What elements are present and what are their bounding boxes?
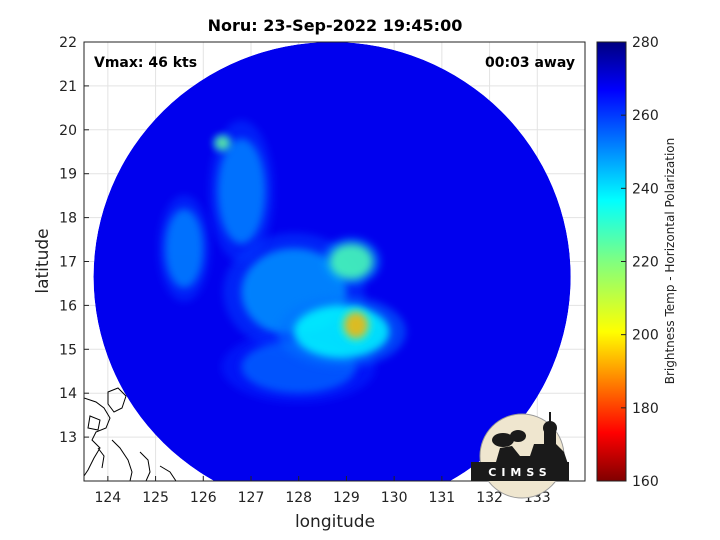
convection-features [158, 120, 407, 403]
colorbar-tick-label: 220 [632, 255, 659, 271]
x-tick-label: 125 [142, 490, 169, 506]
colorbar-tick-label: 260 [632, 108, 659, 124]
y-tick-label: 13 [59, 430, 77, 446]
y-tick-label: 16 [59, 298, 77, 314]
colorbar-ticks: 160 180 200 220 240 260 280 [621, 35, 659, 490]
y-tick-label: 15 [59, 342, 77, 358]
x-tick-label: 132 [476, 490, 503, 506]
y-axis-ticks: 13 14 15 16 17 18 19 20 21 22 [59, 35, 89, 446]
rainband-core [217, 138, 266, 244]
colorbar-tick-label: 240 [632, 181, 659, 197]
y-tick-label: 18 [59, 211, 77, 227]
x-tick-label: 130 [381, 490, 408, 506]
x-tick-label: 128 [285, 490, 312, 506]
y-tick-label: 20 [59, 123, 77, 139]
eyewall-core [344, 311, 368, 339]
x-tick-label: 124 [94, 490, 121, 506]
colorbar-label: Brightness Temp - Horizontal Polarizatio… [663, 138, 677, 385]
x-tick-label: 126 [190, 490, 217, 506]
coastline [84, 387, 177, 481]
y-tick-label: 14 [59, 386, 77, 402]
rainband-core [165, 208, 204, 288]
rainband-core [329, 243, 373, 280]
vmax-annotation: Vmax: 46 kts [94, 55, 197, 71]
y-axis-label: latitude [33, 228, 53, 293]
y-tick-label: 17 [59, 255, 77, 271]
logo-text: CIMSS [488, 466, 551, 479]
cimss-logo: CIMSS [471, 412, 569, 499]
y-tick-label: 21 [59, 79, 77, 95]
colorbar-tick-label: 200 [632, 328, 659, 344]
x-tick-label: 127 [238, 490, 265, 506]
x-axis-label: longitude [295, 512, 375, 532]
x-tick-label: 129 [333, 490, 360, 506]
x-axis-ticks: 124 125 126 127 128 129 130 131 132 133 [94, 476, 551, 506]
y-tick-label: 19 [59, 167, 77, 183]
colorbar-tick-label: 180 [632, 401, 659, 417]
x-tick-label: 131 [428, 490, 455, 506]
colorbar-tick-label: 160 [632, 474, 659, 490]
y-tick-label: 22 [59, 35, 77, 51]
time-offset-annotation: 00:03 away [485, 55, 575, 71]
chart-title: Noru: 23-Sep-2022 19:45:00 [208, 16, 463, 35]
brightness-swath [93, 42, 571, 481]
colorbar-tick-label: 280 [632, 35, 659, 51]
convection-core [215, 136, 230, 150]
